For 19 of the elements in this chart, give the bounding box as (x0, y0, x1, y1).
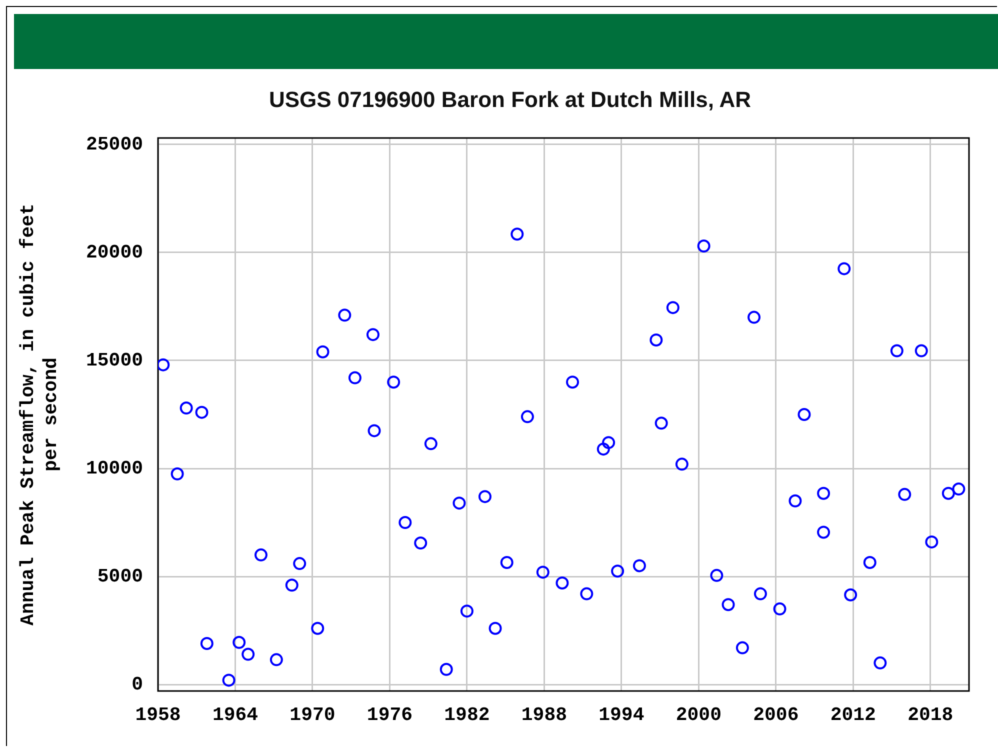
y-tick-label: 20000 (86, 241, 143, 264)
x-tick-label: 1976 (366, 704, 413, 726)
x-tick-label: 2018 (908, 704, 954, 726)
x-tick-label: 1958 (135, 704, 181, 726)
x-tick-label: 1982 (444, 704, 490, 726)
x-tick-label: 1964 (212, 704, 258, 726)
y-tick-label: 5000 (97, 565, 143, 588)
y-tick-label: 0 (132, 673, 143, 696)
x-tick-label: 1970 (290, 704, 336, 726)
x-tick-label: 1994 (598, 704, 644, 726)
x-tick-label: 2006 (753, 704, 799, 726)
x-tick-label: 2000 (676, 704, 722, 726)
y-tick-label: 15000 (86, 349, 143, 372)
y-tick-label: 25000 (86, 133, 143, 156)
y-axis-title: Annual Peak Streamflow, in cubic feet per second (17, 204, 62, 626)
y-tick-label: 10000 (86, 457, 143, 480)
x-tick-label: 1988 (521, 704, 567, 726)
x-tick-label: 2012 (830, 704, 876, 726)
chart-title: USGS 07196900 Baron Fork at Dutch Mills, AR (268, 86, 752, 114)
